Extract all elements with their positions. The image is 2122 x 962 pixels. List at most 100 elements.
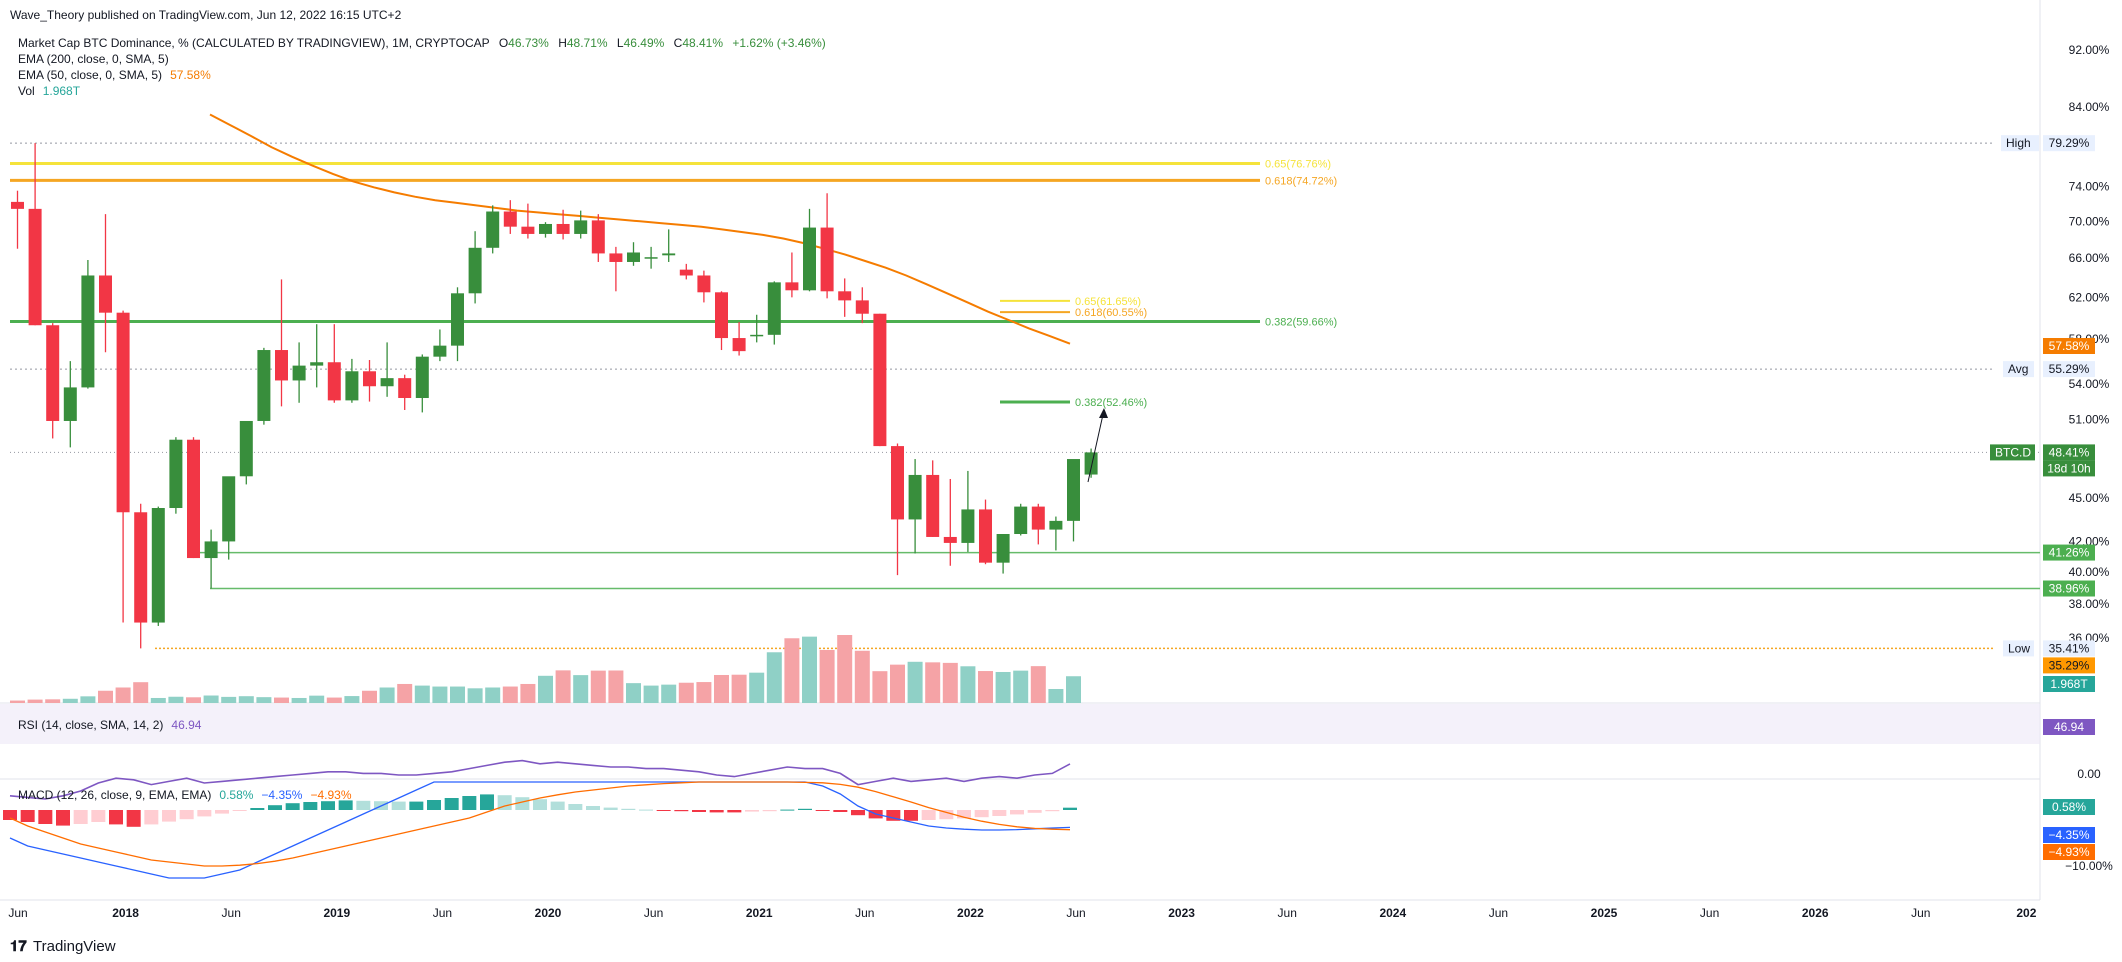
macd-hist-bar [91, 810, 106, 822]
ema50-value: 57.58% [170, 68, 211, 82]
rsi-legend[interactable]: RSI (14, close, SMA, 14, 2) 46.94 [18, 718, 202, 732]
candle-body [732, 338, 746, 352]
macd-hist-bar [656, 810, 671, 811]
volume-bar [10, 700, 25, 703]
volume-bar [291, 697, 307, 703]
tag-high-bg [2043, 135, 2095, 152]
macd-hist-bar [109, 810, 123, 825]
tv-logo-icon: 𝟏𝟕 [10, 938, 27, 955]
ohlc-change: +1.62% (+3.46%) [732, 36, 825, 50]
volume-legend[interactable]: Vol 1.968T [18, 84, 81, 98]
volume-bar [45, 699, 61, 703]
candle-body [838, 291, 852, 301]
volume-bar [80, 696, 96, 703]
candle-body [539, 223, 552, 234]
volume-bar [643, 685, 659, 703]
volume-bar [221, 696, 237, 703]
macd-hist-bar [56, 810, 70, 826]
ema50-legend[interactable]: EMA (50, close, 0, SMA, 5) 57.58% [18, 68, 211, 82]
macd-line-value: −4.35% [261, 788, 302, 802]
candle-body [873, 313, 887, 447]
macd-legend[interactable]: MACD (12, 26, close, 9, EMA, EMA) 0.58% −4… [18, 788, 352, 802]
volume-bar [238, 696, 254, 703]
macd-pane [3, 781, 1077, 879]
price-tick-label: 92.00% [2069, 43, 2110, 57]
volume-bar [309, 695, 325, 703]
time-tick-label: 2025 [1591, 906, 1618, 920]
tag-countdown: 18d 10h [2047, 461, 2090, 475]
macd-hist-bar [444, 798, 459, 810]
candle-body [327, 362, 341, 401]
tag-support1-bg [2043, 544, 2095, 561]
time-tick-label: 2021 [746, 906, 773, 920]
candle-body [11, 201, 24, 209]
macd-hist-bar [568, 804, 583, 810]
ema200-legend[interactable]: EMA (200, close, 0, SMA, 5) [18, 52, 169, 66]
price-tick-label: 74.00% [2069, 179, 2110, 193]
volume-bar [362, 690, 377, 703]
time-tick-label: 2019 [323, 906, 350, 920]
volume-bar [555, 670, 571, 703]
volume-bar [133, 682, 149, 703]
macd-axis-label: −10.00% [2065, 859, 2113, 873]
macd-hist-bar [3, 810, 17, 820]
tag-support2-bg [2043, 580, 2095, 597]
price-tick-label: 51.00% [2069, 413, 2110, 427]
candle-body [627, 252, 640, 262]
candle-body [468, 247, 482, 294]
macd-hist-bar [533, 799, 547, 810]
candle-body [310, 362, 324, 366]
ema50-path [209, 113, 1071, 345]
tradingview-logo[interactable]: 𝟏𝟕 TradingView [10, 938, 116, 955]
volume-bar [485, 687, 501, 703]
macd-hist-bar [285, 803, 300, 810]
tag-macd-line-bg [2043, 827, 2095, 843]
projection-arrow-line [1087, 409, 1105, 483]
ohlc-close-key: C [674, 36, 683, 50]
candle-body [99, 275, 112, 313]
ohlc-close-value: 48.41% [682, 36, 723, 50]
tag-volume: 1.968T [2050, 677, 2088, 691]
tag-support1: 41.26% [2049, 546, 2090, 560]
candle-body [908, 474, 922, 520]
candle-body [662, 253, 676, 256]
chip-low-bg [2003, 640, 2034, 657]
macd-hist-bar [974, 810, 989, 818]
macd-hist-bar [391, 801, 406, 810]
time-tick-label: Jun [644, 906, 663, 920]
tag-ema50-bg [2043, 338, 2095, 354]
macd-hist-bar [815, 810, 830, 811]
level-label-fib618-top: 0.618(74.72%) [1265, 175, 1337, 187]
tag-support2: 38.96% [2049, 582, 2090, 596]
volume-bar [203, 695, 219, 703]
volume-bar [696, 682, 712, 703]
ema50-line [209, 113, 1071, 345]
price-tick-label: 66.00% [2069, 251, 2110, 265]
price-tick-label: 40.00% [2069, 565, 2110, 579]
volume-bar [1013, 670, 1029, 703]
ohlc-open-value: 46.73% [508, 36, 549, 50]
tag-low-bg [2043, 640, 2095, 657]
candle-body [345, 371, 359, 401]
ohlc-high-value: 48.71% [567, 36, 608, 50]
volume-bar [837, 635, 853, 703]
candle-body [926, 474, 940, 537]
macd-hist-bar [515, 797, 530, 810]
chip-low: Low [2008, 641, 2030, 655]
time-tick-label: Jun [433, 906, 452, 920]
candle-body [785, 282, 799, 291]
volume-bar [731, 674, 747, 703]
volume-bar [784, 638, 800, 703]
macd-label: MACD (12, 26, close, 9, EMA, EMA) [18, 788, 211, 802]
level-label-fib65-top: 0.65(76.76%) [1265, 159, 1331, 171]
candle-body [1084, 452, 1098, 475]
macd-hist-bar [745, 810, 759, 812]
tag-volume-bg [2043, 676, 2095, 692]
candle-body [644, 257, 658, 259]
macd-hist-bar [762, 810, 777, 812]
candle-body [1014, 506, 1028, 535]
macd-hist-bar [179, 810, 194, 820]
volume-bar [150, 697, 166, 703]
tag-macd-hist-bg [2043, 799, 2095, 815]
